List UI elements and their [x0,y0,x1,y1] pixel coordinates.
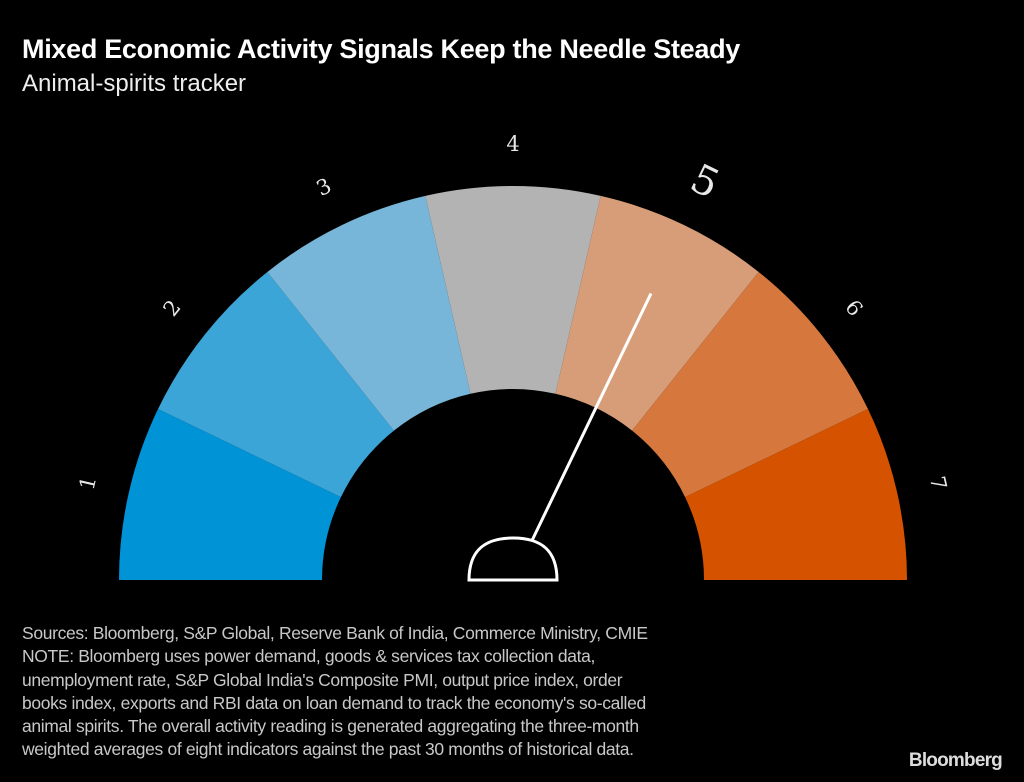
gauge-label-7: 7 [925,474,951,492]
note-line: NOTE: Bloomberg uses power demand, goods… [22,646,596,667]
gauge-segment-6 [632,271,868,498]
chart-subtitle: Animal-spirits tracker [22,70,247,97]
gauge-label-2: 2 [159,295,186,320]
note-line: weighted averages of eight indicators ag… [22,739,634,760]
gauge-label-4: 4 [506,132,519,156]
gauge-segment-2 [158,271,394,498]
gauge-label-6: 6 [840,295,867,320]
bloomberg-logo: Bloomberg [908,750,1003,771]
source-notes: Sources: Bloomberg, S&P Global, Reserve … [22,622,862,762]
chart-title: Mixed Economic Activity Signals Keep the… [22,34,741,64]
note-line: books index, exports and RBI data on loa… [22,692,646,713]
gauge-segment-5 [555,195,759,431]
gauge-segment-4 [425,186,601,394]
gauge-needle-hub [467,536,559,582]
sources-line: Sources: Bloomberg, S&P Global, Reserve … [22,623,648,643]
gauge-segment-1 [119,409,341,580]
gauge-label-1: 1 [75,474,101,492]
gauge-label-5: 5 [683,156,726,208]
gauge-segment-7 [685,409,907,580]
note-line: animal spirits. The overall activity rea… [22,716,639,737]
gauge-segment-3 [267,195,471,431]
note-line: unemployment rate, S&P Global India's Co… [22,669,623,690]
gauge-label-3: 3 [313,173,335,200]
gauge-needle [530,292,653,542]
